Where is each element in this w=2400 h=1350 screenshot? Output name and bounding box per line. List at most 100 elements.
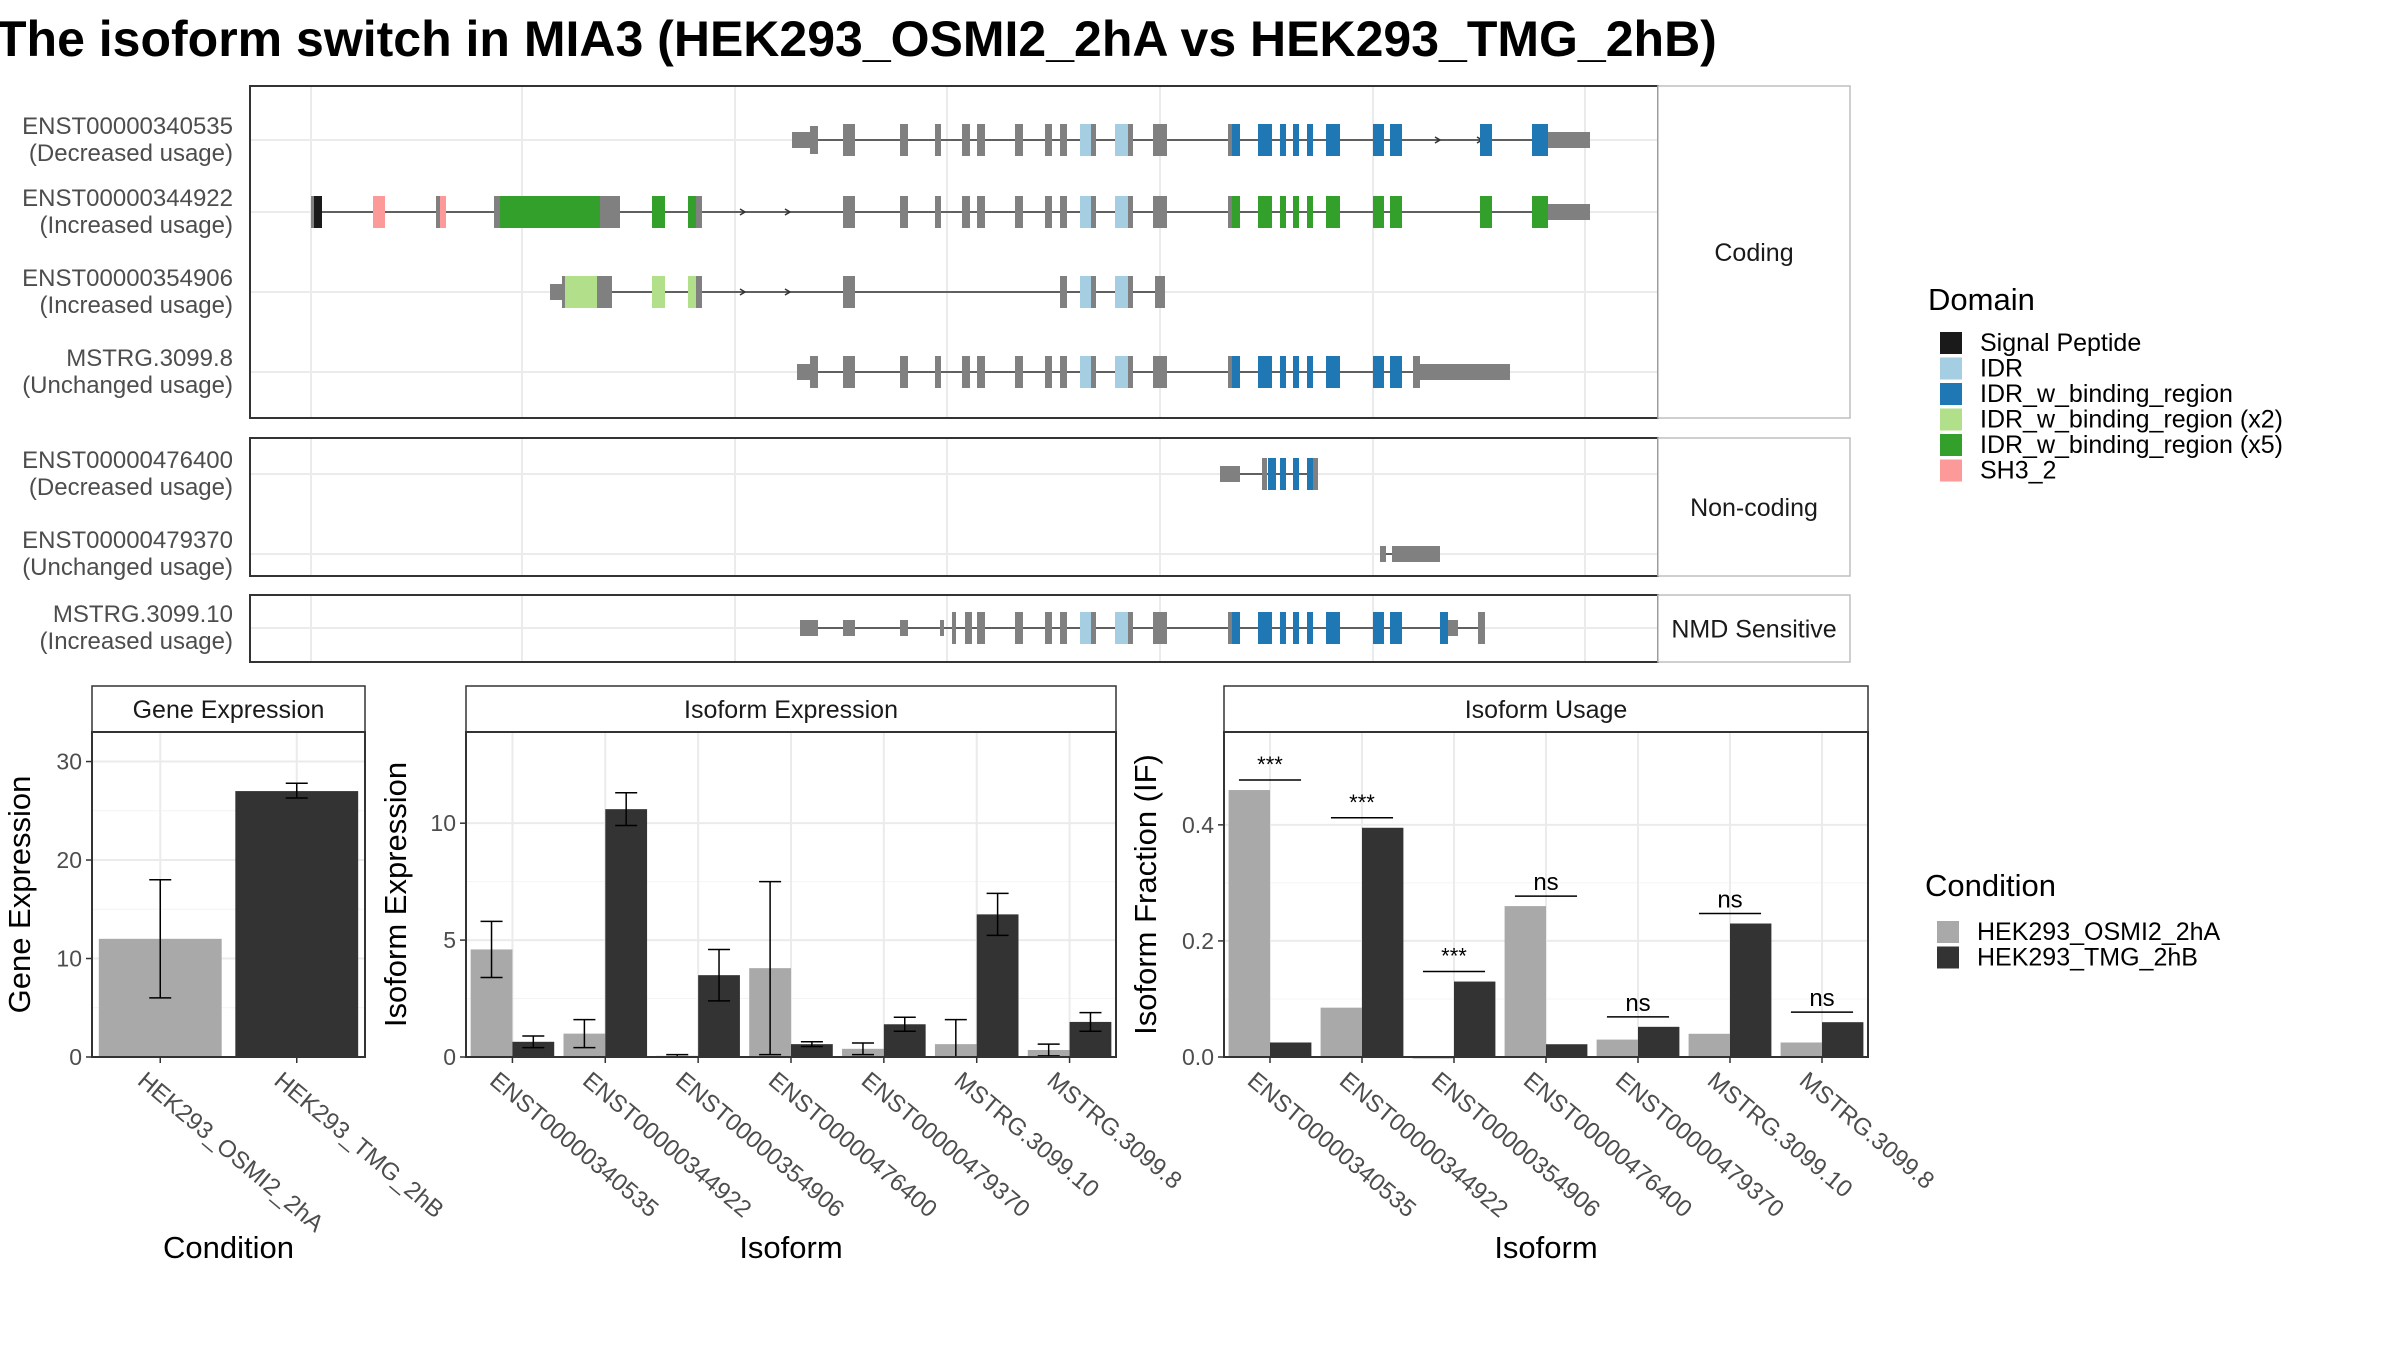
- transcript-usage-label: (Decreased usage): [29, 140, 233, 167]
- exon-block: [1091, 124, 1096, 156]
- transcript-mstrg-3099-8: MSTRG.3099.8(Unchanged usage): [22, 345, 1510, 399]
- bar: [1688, 1033, 1730, 1057]
- exon-block: [1293, 356, 1299, 388]
- facet-strip-label: Non-coding: [1690, 494, 1818, 522]
- exon-block: [1420, 364, 1510, 380]
- domain-legend-item: IDR_w_binding_region (x2): [1940, 406, 2283, 434]
- exon-block: [1060, 612, 1067, 644]
- exon-block: [1413, 356, 1420, 388]
- exon-block: [1080, 124, 1091, 156]
- exon-block: [1293, 196, 1299, 228]
- facet-strip: [1657, 437, 1851, 577]
- significance-label: ***: [1257, 752, 1283, 777]
- x-tick-label: ENST00000354906: [670, 1067, 849, 1223]
- direction-arrow: [1434, 136, 1442, 144]
- exon-block: [1326, 196, 1340, 228]
- panel-border: [91, 731, 366, 1058]
- exon-block: [1060, 124, 1067, 156]
- domain-legend: Domain Signal PeptideIDRIDR_w_binding_re…: [1928, 282, 2283, 485]
- facet-strip: [1657, 85, 1851, 419]
- direction-arrow: [784, 208, 792, 216]
- exon-block: [952, 612, 956, 644]
- exon-block: [1258, 356, 1272, 388]
- exon-block: [1448, 620, 1458, 636]
- exon-block: [373, 196, 385, 228]
- exon-block: [1373, 196, 1384, 228]
- exon-block: [1060, 276, 1067, 308]
- domain-legend-item: IDR: [1940, 355, 2023, 383]
- significance-label: ns: [1717, 887, 1742, 914]
- exon-block: [900, 356, 908, 388]
- facet-non-coding: Non-coding ENST00000476400(Decreased usag…: [22, 437, 1851, 581]
- legend-swatch: [1940, 434, 1962, 456]
- domain-legend-item: IDR_w_binding_region (x5): [1940, 431, 2283, 459]
- significance-label: ns: [1625, 990, 1650, 1017]
- exon-block: [696, 196, 702, 228]
- transcript-id-label: MSTRG.3099.8: [66, 345, 233, 372]
- exon-block: [1153, 612, 1167, 644]
- bar: [976, 914, 1019, 1057]
- facet-nmd-sensitive: NMD Sensitive MSTRG.3099.10(Increased usa…: [40, 594, 1851, 663]
- transcript-id-label: ENST00000340535: [22, 113, 233, 140]
- exon-block: [1392, 546, 1440, 562]
- exon-block: [1280, 458, 1286, 490]
- bar: [1596, 1039, 1638, 1057]
- transcript-usage-label: (Increased usage): [40, 292, 233, 319]
- panel-strip: [1223, 685, 1869, 733]
- bar: [605, 809, 648, 1057]
- transcript-mstrg-3099-10: MSTRG.3099.10(Increased usage): [40, 601, 1485, 655]
- condition-legend-item: HEK293_TMG_2hB: [1937, 944, 2198, 972]
- bar: [1546, 1044, 1588, 1057]
- bar: [235, 791, 359, 1057]
- x-tick-label: ENST00000476400: [763, 1067, 942, 1223]
- y-axis-title: Isoform Fraction (IF): [1128, 754, 1163, 1035]
- legend-swatch: [1940, 408, 1962, 431]
- bar: [791, 1044, 833, 1057]
- bar: [1730, 923, 1772, 1057]
- exon-block: [436, 196, 446, 228]
- exon-block: [696, 276, 702, 308]
- exon-block: [1258, 612, 1272, 644]
- transcript-enst00000354906: ENST00000354906(Increased usage): [22, 265, 1165, 319]
- exon-block: [1045, 124, 1052, 156]
- transcript-id-label: ENST00000344922: [22, 185, 233, 212]
- exon-block: [1258, 196, 1272, 228]
- exon-block: [1015, 612, 1023, 644]
- transcript-enst00000479370: ENST00000479370(Unchanged usage): [22, 527, 1440, 581]
- exon-block: [1313, 458, 1318, 490]
- exon-block: [900, 196, 908, 228]
- exon-block: [1307, 458, 1313, 490]
- exon-block: [977, 124, 985, 156]
- exon-block: [1045, 356, 1052, 388]
- exon-block: [1280, 124, 1286, 156]
- exon-block: [843, 356, 855, 388]
- bar: [512, 1041, 555, 1057]
- legend-swatch: [1937, 946, 1959, 969]
- facet-strip: [1657, 594, 1851, 663]
- exon-block: [1153, 124, 1167, 156]
- exon-block: [436, 196, 440, 228]
- exon-block: [1390, 196, 1402, 228]
- transcript-enst00000340535: ENST00000340535(Decreased usage): [22, 113, 1590, 167]
- y-tick-label: 30: [56, 749, 82, 775]
- legend-label: IDR: [1980, 355, 2023, 383]
- exon-block: [494, 196, 505, 228]
- bar: [1504, 906, 1546, 1057]
- exon-block: [810, 356, 818, 388]
- transcript-usage-label: (Unchanged usage): [22, 554, 233, 581]
- exon-block: [843, 620, 855, 636]
- y-tick-label: 0.0: [1182, 1044, 1214, 1070]
- exon-block: [1258, 124, 1272, 156]
- panel-strip: [465, 685, 1117, 733]
- exon-block: [1307, 124, 1313, 156]
- exon-block: [1080, 196, 1091, 228]
- direction-arrow: [784, 288, 792, 296]
- panel-title: Isoform Usage: [1465, 696, 1628, 724]
- exon-block: [1326, 356, 1340, 388]
- exon-block: [1480, 196, 1492, 228]
- transcript-id-label: MSTRG.3099.10: [53, 601, 233, 628]
- exon-block: [935, 196, 941, 228]
- exon-block: [843, 196, 855, 228]
